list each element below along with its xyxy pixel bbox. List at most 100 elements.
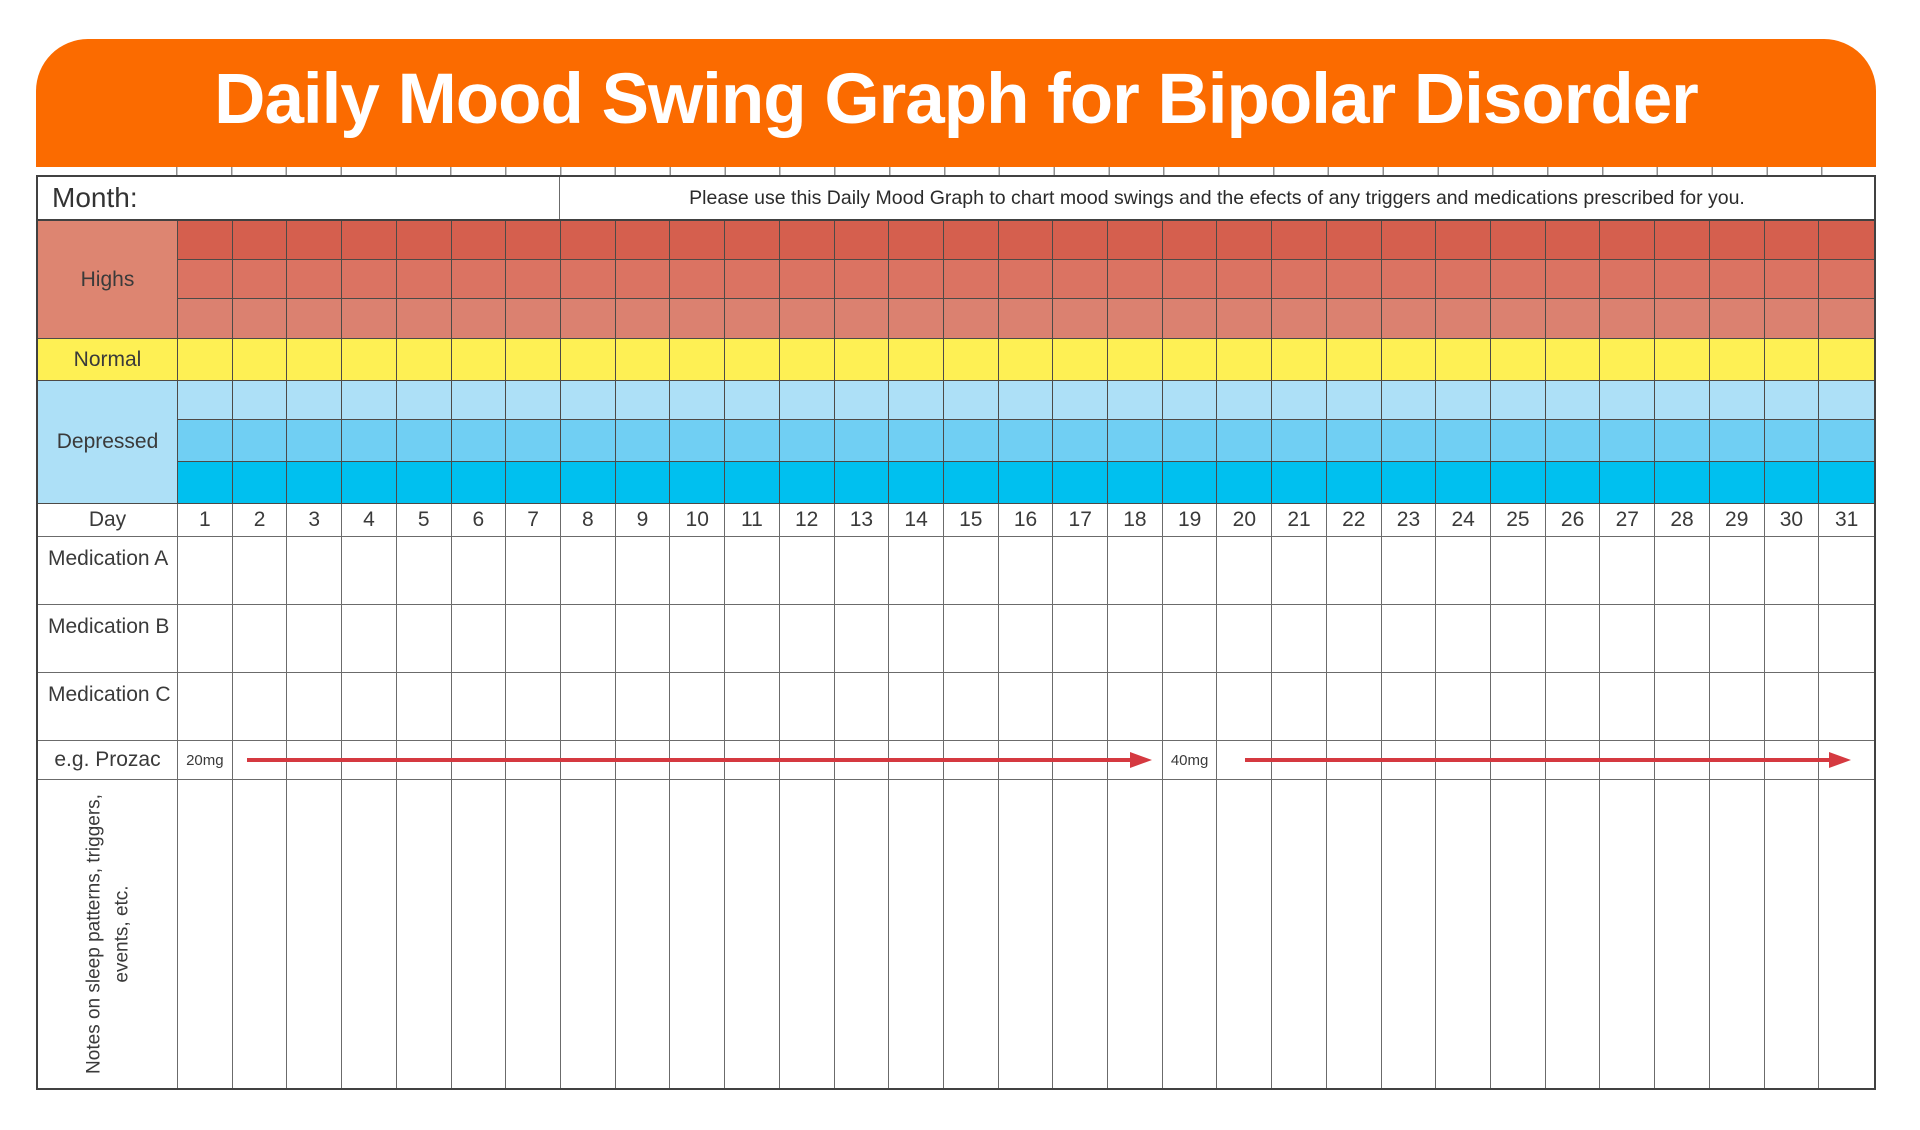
notes-cell[interactable] [1436, 780, 1492, 1088]
notes-cell[interactable] [287, 780, 343, 1088]
notes-cell[interactable] [1272, 780, 1327, 1088]
mood-cell[interactable] [1053, 462, 1109, 504]
mood-cell[interactable] [396, 339, 452, 381]
medication-cell[interactable] [287, 673, 343, 740]
mood-cell[interactable] [1600, 420, 1656, 462]
mood-cell[interactable] [1709, 420, 1765, 462]
mood-cell[interactable] [1108, 462, 1163, 504]
medication-cell[interactable] [835, 605, 890, 672]
medication-cell[interactable] [1053, 673, 1109, 740]
medication-cell[interactable] [1491, 605, 1546, 672]
mood-cell[interactable] [725, 381, 780, 420]
notes-cell[interactable] [1382, 780, 1437, 1088]
mood-cell[interactable] [1108, 339, 1163, 381]
notes-cell[interactable] [616, 780, 671, 1088]
mood-cell[interactable] [1272, 221, 1327, 260]
mood-cell[interactable] [1326, 462, 1382, 504]
mood-cell[interactable] [342, 381, 397, 420]
mood-cell[interactable] [943, 381, 999, 420]
mood-cell[interactable] [1709, 299, 1765, 339]
mood-cell[interactable] [451, 299, 507, 339]
medication-cell[interactable] [1546, 537, 1601, 604]
medication-cell[interactable] [178, 537, 233, 604]
mood-cell[interactable] [1217, 221, 1273, 260]
mood-cell[interactable] [1545, 339, 1601, 381]
mood-cell[interactable] [1655, 221, 1710, 260]
medication-cell[interactable] [1217, 537, 1273, 604]
medication-cell[interactable] [1327, 605, 1382, 672]
mood-cell[interactable] [670, 339, 726, 381]
mood-cell[interactable] [178, 260, 233, 299]
notes-cell[interactable] [452, 780, 507, 1088]
medication-cell[interactable] [889, 537, 944, 604]
mood-cell[interactable] [178, 339, 233, 381]
medication-cell[interactable] [944, 605, 999, 672]
mood-cell[interactable] [1545, 462, 1601, 504]
notes-cell[interactable] [944, 780, 999, 1088]
medication-cell[interactable] [1600, 605, 1656, 672]
mood-cell[interactable] [1819, 299, 1874, 339]
mood-cell[interactable] [1709, 462, 1765, 504]
mood-cell[interactable] [725, 462, 780, 504]
medication-cell[interactable] [999, 673, 1054, 740]
mood-cell[interactable] [1381, 462, 1437, 504]
medication-cell[interactable] [1819, 673, 1874, 740]
mood-cell[interactable] [1217, 420, 1273, 462]
mood-cell[interactable] [342, 339, 397, 381]
mood-cell[interactable] [943, 339, 999, 381]
mood-cell[interactable] [670, 462, 726, 504]
notes-cell[interactable] [397, 780, 452, 1088]
medication-cell[interactable] [561, 537, 616, 604]
notes-cell[interactable] [835, 780, 890, 1088]
mood-cell[interactable] [1326, 260, 1382, 299]
mood-cell[interactable] [1108, 221, 1163, 260]
medication-cell[interactable] [725, 605, 780, 672]
mood-cell[interactable] [287, 299, 343, 339]
mood-cell[interactable] [1819, 420, 1874, 462]
mood-cell[interactable] [1162, 299, 1218, 339]
mood-cell[interactable] [779, 339, 835, 381]
mood-cell[interactable] [943, 221, 999, 260]
example-dose-cell[interactable] [1108, 741, 1163, 779]
medication-cell[interactable] [1163, 673, 1218, 740]
mood-cell[interactable] [889, 462, 944, 504]
medication-cell[interactable] [452, 537, 507, 604]
mood-cell[interactable] [287, 260, 343, 299]
medication-cell[interactable] [178, 673, 233, 740]
mood-cell[interactable] [342, 299, 397, 339]
mood-cell[interactable] [506, 462, 561, 504]
medication-cell[interactable] [233, 605, 288, 672]
medication-cell[interactable] [1655, 605, 1710, 672]
mood-cell[interactable] [1436, 299, 1492, 339]
mood-cell[interactable] [560, 299, 616, 339]
mood-cell[interactable] [1764, 462, 1820, 504]
medication-cell[interactable] [1765, 537, 1820, 604]
mood-cell[interactable] [834, 260, 890, 299]
mood-cell[interactable] [670, 221, 726, 260]
medication-cell[interactable] [780, 537, 835, 604]
mood-cell[interactable] [1053, 221, 1109, 260]
mood-cell[interactable] [1545, 381, 1601, 420]
medication-cell[interactable] [670, 537, 726, 604]
mood-cell[interactable] [1764, 420, 1820, 462]
mood-cell[interactable] [1655, 339, 1710, 381]
mood-cell[interactable] [232, 462, 288, 504]
mood-cell[interactable] [615, 260, 671, 299]
medication-cell[interactable] [233, 537, 288, 604]
mood-cell[interactable] [889, 381, 944, 420]
medication-cell[interactable] [780, 605, 835, 672]
medication-cell[interactable] [1819, 605, 1874, 672]
medication-cell[interactable] [1108, 605, 1163, 672]
medication-cell[interactable] [670, 605, 726, 672]
medication-cell[interactable] [1491, 673, 1546, 740]
medication-cell[interactable] [1710, 673, 1765, 740]
medication-cell[interactable] [1327, 673, 1382, 740]
mood-cell[interactable] [506, 260, 561, 299]
mood-cell[interactable] [1436, 221, 1492, 260]
mood-cell[interactable] [1545, 420, 1601, 462]
notes-cell[interactable] [233, 780, 288, 1088]
mood-cell[interactable] [1436, 339, 1492, 381]
mood-cell[interactable] [1655, 462, 1710, 504]
mood-cell[interactable] [451, 381, 507, 420]
mood-cell[interactable] [1381, 339, 1437, 381]
